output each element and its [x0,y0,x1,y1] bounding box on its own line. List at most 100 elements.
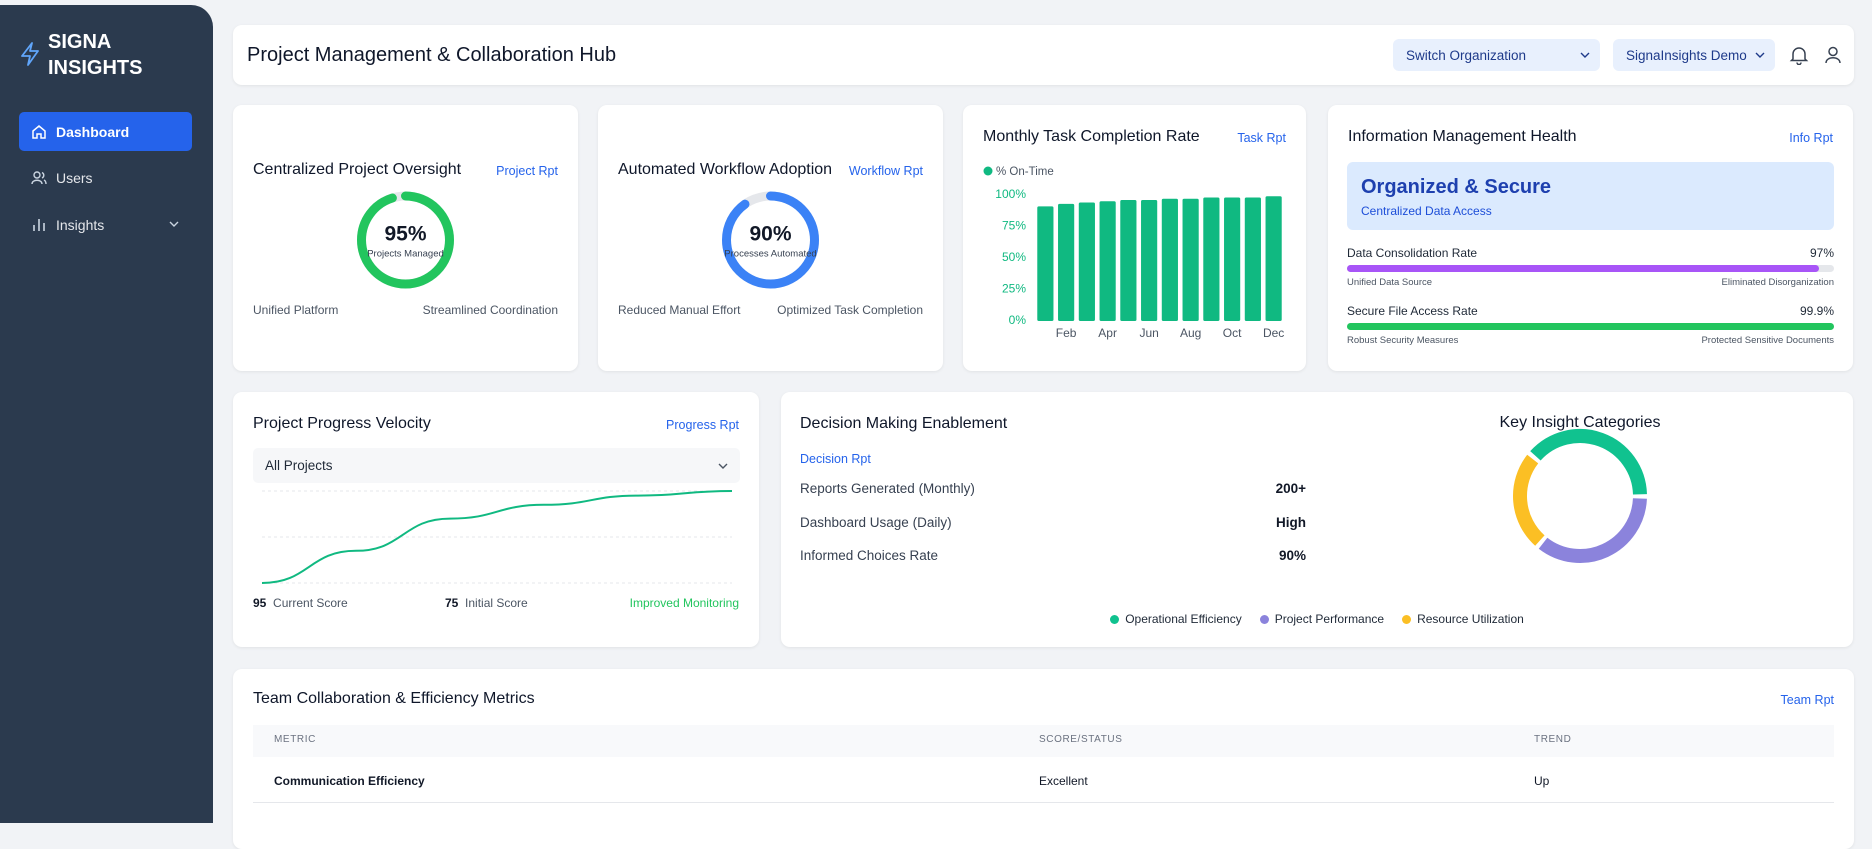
stat-value: 75 [445,596,459,610]
table-header [253,725,1834,757]
card-title: Project Progress Velocity [253,415,431,432]
chevron [169,221,179,227]
metric-label: Dashboard Usage (Daily) [800,514,952,530]
org-switch[interactable]: Switch Organization [1393,39,1600,71]
card-title: Centralized Project Oversight [253,161,462,178]
line-chart [261,490,733,584]
y-tick-label: 25% [1002,282,1026,296]
stat-label: Initial Score [465,596,528,610]
user-icon[interactable] [1823,45,1843,65]
decision-card: Decision Making Enablement Decision Rpt … [781,392,1853,647]
y-tick-label: 100% [995,187,1026,201]
gauge-caption: Processes Automated [724,249,816,260]
chevron [718,463,728,469]
metric-value: 200+ [1275,481,1306,496]
brand-icon [21,42,39,66]
metric-note: Robust Security Measures [1347,335,1459,346]
status-box: Organized & Secure Centralized Data Acce… [1347,162,1834,230]
footer-left: Unified Platform [253,303,339,317]
donut-segment [1538,497,1647,563]
x-tick-label: Dec [1263,326,1284,340]
filter-select[interactable]: All Projects [253,448,740,483]
select-label: All Projects [265,458,333,473]
stat-value: 95 [253,596,267,610]
metric-value: 97% [1809,246,1834,260]
legend-label: Project Performance [1274,612,1385,626]
bar [1058,203,1075,321]
sidebar: SIGNA INSIGHTS Dashboard Users Insights [0,5,213,823]
legend-swatch [1402,614,1412,624]
x-tick-label: Oct [1223,326,1242,340]
metric-note: Protected Sensitive Documents [1701,335,1834,346]
gauge-arc [357,191,454,289]
icon [33,219,45,231]
button-label: Switch Organization [1406,47,1527,63]
nav-item[interactable]: Dashboard [19,112,192,151]
status: Improved Monitoring [629,596,739,610]
legend-label: Operational Efficiency [1125,612,1242,626]
gauge-caption: Projects Managed [367,249,444,260]
metric-value: 90% [1278,548,1306,563]
card-title: Decision Making Enablement [800,415,1008,432]
donut-chart [1513,429,1647,563]
metric-value: High [1276,514,1306,530]
card-title: Team Collaboration & Efficiency Metrics [253,690,535,707]
footer-right: Optimized Task Completion [777,303,923,317]
status: Organized & Secure [1361,176,1552,198]
line [261,490,733,584]
legend: Operational Efficiency Project Performanc… [781,612,1853,626]
line-card: Project Progress Velocity Progress Rpt A… [233,392,759,647]
x-tick-label: Jun [1139,326,1158,340]
metric-label: Informed Choices Rate [800,548,939,563]
bar [1224,197,1241,321]
progress-bar [1347,265,1820,272]
nav-item[interactable]: Insights [19,205,192,244]
bar [1037,206,1054,321]
chevron [1580,52,1590,58]
icon [32,125,46,139]
gauge-value: 95% [384,223,426,246]
legend-item: Resource Utilization [1402,612,1524,626]
metric-label: Secure File Access Rate [1347,304,1478,318]
footer-right: Streamlined Coordination [422,303,558,317]
card-title: Monthly Task Completion Rate [983,128,1200,145]
info-card: Information Management Health Info Rpt O… [1328,105,1853,371]
page-title: Project Management & Collaboration Hub [247,44,617,66]
report-link[interactable]: Progress Rpt [666,418,739,432]
y-tick-label: 75% [1002,219,1026,233]
legend-item: Operational Efficiency [1110,612,1242,626]
report-link[interactable]: Project Rpt [496,164,558,178]
metric-note: Unified Data Source [1347,277,1433,288]
legend-label: % On-Time [996,166,1054,178]
bar [1161,198,1178,321]
report-link[interactable]: Workflow Rpt [848,164,923,178]
gauge-card: Centralized Project Oversight Project Rp… [233,105,578,371]
icon [31,171,47,185]
bar [1244,197,1261,321]
report-link[interactable]: Decision Rpt [800,452,871,466]
gauge-card: Automated Workflow Adoption Workflow Rpt… [598,105,943,371]
metric-note: Eliminated Disorganization [1721,277,1834,288]
report-link[interactable]: Info Rpt [1789,131,1833,145]
donut-segment [1513,454,1545,546]
nav-item[interactable]: Users [19,158,192,197]
button-label: SignaInsights Demo [1626,47,1747,63]
report-link[interactable]: Task Rpt [1237,131,1286,145]
metric-label: Data Consolidation Rate [1347,246,1478,260]
header: Project Management & Collaboration Hub S… [233,25,1854,85]
legend-swatch [1259,614,1269,624]
row-divider [253,802,1834,803]
brand: SIGNA INSIGHTS [48,31,143,79]
account-menu[interactable]: SignaInsights Demo [1613,39,1775,71]
metric-label: Reports Generated (Monthly) [800,481,975,496]
stat: 95 Current Score [253,596,348,610]
chart-title: Key Insight Categories [1499,414,1661,431]
progress-bar [1347,323,1834,330]
legend-swatch [1110,614,1120,624]
column-header: TREND [1534,734,1572,745]
bell-icon[interactable] [1789,45,1809,65]
card-title: Automated Workflow Adoption [618,161,833,178]
nav-label: Users [56,169,93,186]
bar [1141,200,1158,321]
report-link[interactable]: Team Rpt [1780,693,1835,707]
